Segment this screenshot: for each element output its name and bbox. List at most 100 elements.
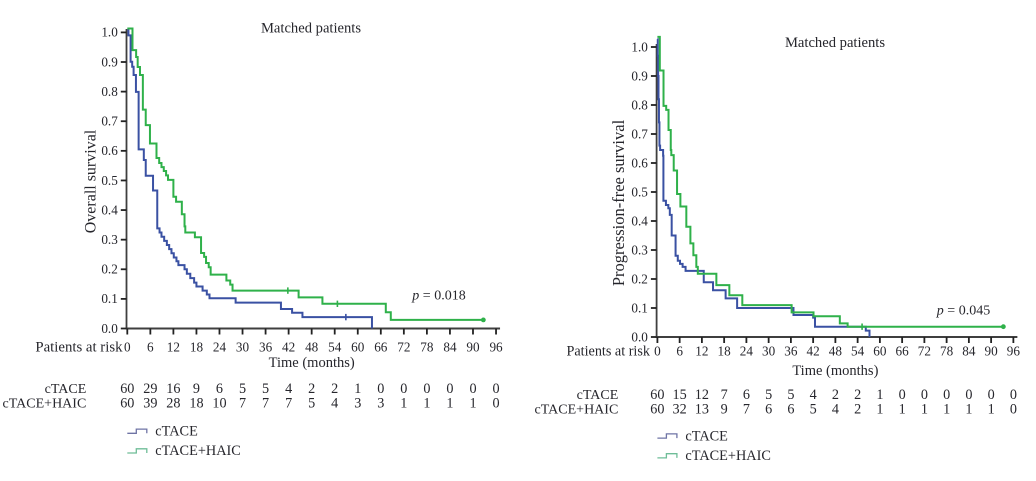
svg-text:0.0: 0.0 — [101, 321, 118, 336]
svg-text:0: 0 — [1010, 387, 1017, 403]
svg-text:1: 1 — [943, 401, 950, 417]
svg-text:0: 0 — [124, 340, 131, 355]
svg-text:0.4: 0.4 — [101, 202, 118, 217]
svg-text:1: 1 — [469, 395, 476, 411]
svg-text:0.6: 0.6 — [101, 143, 118, 158]
svg-text:9: 9 — [721, 401, 728, 417]
svg-text:1: 1 — [423, 395, 430, 411]
svg-text:32: 32 — [673, 401, 687, 417]
svg-text:66: 66 — [896, 344, 910, 359]
svg-text:0.0: 0.0 — [631, 329, 648, 344]
svg-text:16: 16 — [166, 381, 180, 397]
svg-text:96: 96 — [489, 340, 503, 355]
svg-text:12: 12 — [167, 340, 180, 355]
svg-text:5: 5 — [787, 387, 794, 403]
svg-text:96: 96 — [1007, 344, 1021, 359]
svg-text:5: 5 — [262, 381, 269, 397]
svg-text:4: 4 — [832, 401, 839, 417]
svg-text:24: 24 — [213, 340, 227, 355]
svg-text:0.2: 0.2 — [101, 262, 117, 277]
svg-text:1.0: 1.0 — [101, 25, 118, 40]
svg-text:1: 1 — [400, 395, 407, 411]
svg-text:5: 5 — [810, 401, 817, 417]
svg-text:0.6: 0.6 — [631, 155, 648, 170]
svg-text:7: 7 — [239, 395, 246, 411]
svg-text:0: 0 — [492, 395, 499, 411]
svg-text:1: 1 — [921, 401, 928, 417]
svg-text:2: 2 — [832, 387, 839, 403]
svg-text:36: 36 — [259, 340, 273, 355]
svg-text:0.5: 0.5 — [631, 184, 648, 199]
svg-text:12: 12 — [695, 387, 709, 403]
svg-text:12: 12 — [695, 344, 708, 359]
svg-text:Time (months): Time (months) — [269, 355, 355, 371]
svg-text:2: 2 — [331, 381, 338, 397]
svg-text:0.3: 0.3 — [631, 242, 648, 257]
svg-text:5: 5 — [239, 381, 246, 397]
svg-text:0.9: 0.9 — [101, 54, 118, 69]
svg-text:0: 0 — [988, 387, 995, 403]
svg-text:72: 72 — [397, 340, 410, 355]
svg-text:Progression-free survival: Progression-free survival — [609, 119, 628, 286]
svg-text:7: 7 — [743, 401, 750, 417]
svg-text:28: 28 — [166, 395, 180, 411]
svg-text:84: 84 — [443, 340, 457, 355]
svg-text:1: 1 — [899, 401, 906, 417]
svg-text:72: 72 — [918, 344, 931, 359]
svg-text:54: 54 — [328, 340, 342, 355]
svg-text:0: 0 — [921, 387, 928, 403]
svg-text:cTACE+HAIC: cTACE+HAIC — [3, 396, 87, 411]
svg-text:6: 6 — [676, 344, 683, 359]
svg-text:42: 42 — [807, 344, 820, 359]
svg-text:30: 30 — [762, 344, 776, 359]
svg-text:p = 0.018: p = 0.018 — [411, 289, 465, 304]
svg-text:7: 7 — [721, 387, 728, 403]
svg-text:66: 66 — [374, 340, 388, 355]
svg-text:Patients at risk: Patients at risk — [566, 344, 650, 360]
svg-text:29: 29 — [143, 381, 157, 397]
svg-text:1: 1 — [876, 401, 883, 417]
svg-text:90: 90 — [466, 340, 480, 355]
svg-text:1: 1 — [965, 401, 972, 417]
svg-text:6: 6 — [216, 381, 223, 397]
svg-text:54: 54 — [851, 344, 865, 359]
svg-text:0: 0 — [446, 381, 453, 397]
svg-text:Time (months): Time (months) — [792, 363, 878, 379]
svg-text:0.1: 0.1 — [631, 300, 647, 315]
svg-text:7: 7 — [262, 395, 269, 411]
svg-text:10: 10 — [212, 395, 226, 411]
svg-text:7: 7 — [285, 395, 292, 411]
svg-text:2: 2 — [854, 387, 861, 403]
svg-text:cTACE+HAIC: cTACE+HAIC — [535, 402, 619, 417]
svg-text:1: 1 — [446, 395, 453, 411]
svg-text:0.8: 0.8 — [631, 97, 648, 112]
svg-text:84: 84 — [962, 344, 976, 359]
svg-text:48: 48 — [305, 340, 319, 355]
svg-text:60: 60 — [650, 387, 664, 403]
svg-text:cTACE: cTACE — [45, 382, 87, 397]
svg-text:0: 0 — [899, 387, 906, 403]
svg-text:24: 24 — [740, 344, 754, 359]
svg-text:48: 48 — [829, 344, 843, 359]
svg-text:6: 6 — [147, 340, 154, 355]
svg-text:15: 15 — [673, 387, 687, 403]
svg-text:2: 2 — [854, 401, 861, 417]
svg-text:0: 0 — [654, 344, 661, 359]
svg-text:cTACE+HAIC: cTACE+HAIC — [155, 443, 241, 459]
svg-text:4: 4 — [810, 387, 817, 403]
svg-text:6: 6 — [765, 401, 772, 417]
svg-text:0: 0 — [965, 387, 972, 403]
svg-text:0.8: 0.8 — [101, 84, 118, 99]
svg-text:60: 60 — [120, 395, 134, 411]
svg-text:0.7: 0.7 — [631, 126, 648, 141]
svg-text:5: 5 — [308, 395, 315, 411]
svg-text:0.9: 0.9 — [631, 68, 648, 83]
svg-text:30: 30 — [236, 340, 250, 355]
svg-text:60: 60 — [650, 401, 664, 417]
svg-text:9: 9 — [193, 381, 200, 397]
svg-text:0: 0 — [1010, 401, 1017, 417]
svg-text:4: 4 — [331, 395, 338, 411]
svg-text:36: 36 — [784, 344, 798, 359]
svg-text:2: 2 — [308, 381, 315, 397]
svg-text:0: 0 — [377, 381, 384, 397]
